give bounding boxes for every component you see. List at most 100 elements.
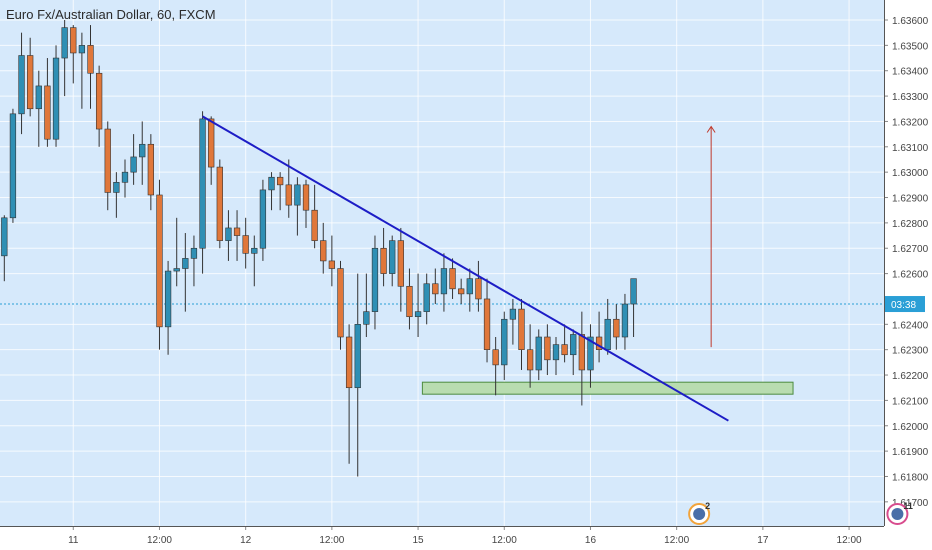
candle: [27, 37, 34, 117]
candle: [164, 260, 172, 355]
candle: [509, 298, 517, 345]
y-tick-label: 1.62100: [892, 396, 929, 407]
candle-body: [35, 85, 42, 110]
candle: [389, 235, 396, 287]
candle-body: [113, 182, 120, 193]
candle-body: [371, 247, 379, 312]
candle: [277, 172, 284, 211]
y-tick-label: 1.62900: [892, 194, 929, 205]
candle-body: [87, 45, 94, 74]
candle-body: [173, 268, 180, 272]
x-tick-label: 17: [757, 535, 769, 546]
event-marker-icon: [693, 508, 706, 520]
candle-body: [320, 240, 327, 262]
event-marker: 2: [688, 501, 710, 525]
y-tick-label: 1.62300: [892, 346, 929, 357]
candle: [259, 179, 267, 261]
candle-body: [561, 344, 568, 356]
candle: [354, 273, 361, 477]
candle: [311, 184, 318, 249]
candle-body: [621, 303, 629, 338]
candle-body: [630, 278, 637, 305]
candle: [526, 324, 534, 388]
candle-body: [156, 194, 163, 328]
candle-body: [78, 45, 86, 54]
candle: [501, 311, 508, 381]
candle-body: [104, 128, 111, 193]
candle-body: [509, 308, 517, 320]
candle-body: [233, 227, 241, 236]
candle: [587, 324, 594, 388]
candle-body: [363, 311, 370, 325]
candle-body: [552, 344, 560, 361]
chart-title: Euro Fx/Australian Dollar, 60, FXCM: [6, 7, 216, 22]
candle-body: [294, 184, 301, 206]
candle: [87, 25, 94, 109]
candle: [156, 179, 163, 350]
candle: [147, 134, 154, 211]
x-tick-label: 16: [585, 535, 597, 546]
candle-body: [449, 268, 456, 290]
candle-body: [164, 270, 172, 328]
candle: [466, 268, 473, 312]
x-axis-panel: [0, 526, 884, 550]
support-zone: [421, 381, 794, 395]
candle: [104, 121, 111, 211]
candle-body: [1, 217, 8, 257]
event-marker-count: 2: [705, 501, 710, 511]
candle: [35, 70, 42, 147]
candle-body: [458, 288, 465, 295]
countdown-label: 03:38: [891, 300, 916, 311]
candle: [225, 210, 232, 261]
candle-body: [440, 268, 448, 295]
y-tick-label: 1.62200: [892, 371, 929, 382]
candle: [251, 235, 258, 287]
candle: [380, 227, 387, 287]
candle-body: [139, 143, 146, 158]
candle-body: [406, 285, 413, 318]
candle-body: [18, 55, 25, 115]
candle: [345, 324, 353, 464]
candle-body: [475, 278, 482, 300]
x-tick-label: 12:00: [147, 535, 172, 546]
x-tick-label: 11: [68, 535, 79, 546]
candle-body: [354, 324, 361, 389]
candle: [363, 273, 370, 337]
candle: [337, 260, 344, 350]
candle-body: [147, 143, 154, 196]
candle-body: [389, 240, 396, 274]
candle-body: [466, 278, 473, 295]
candle-body: [414, 311, 422, 318]
candle-body: [345, 336, 353, 389]
candle-body: [328, 260, 336, 269]
candle-body: [526, 349, 534, 371]
candle-body: [544, 336, 551, 361]
candle: [18, 32, 25, 135]
candle: [414, 273, 422, 337]
candle-body: [311, 209, 318, 241]
candle: [268, 172, 275, 211]
y-tick-label: 1.63500: [892, 41, 929, 52]
y-tick-label: 1.62000: [892, 422, 929, 433]
candle-body: [613, 318, 620, 338]
candle: [578, 311, 585, 406]
candle: [630, 278, 637, 337]
candle: [458, 278, 465, 305]
candle: [78, 32, 86, 109]
candle-body: [578, 334, 585, 371]
candle: [406, 268, 413, 330]
candle-body: [225, 227, 232, 241]
x-tick-label: 15: [413, 535, 425, 546]
candle-body: [190, 247, 198, 259]
candle: [320, 222, 327, 274]
y-tick-label: 1.62700: [892, 244, 929, 255]
candle: [483, 278, 491, 363]
candle-body: [518, 308, 525, 350]
y-axis-panel: [884, 0, 932, 550]
y-tick-label: 1.61900: [892, 447, 929, 458]
candle-body: [380, 247, 387, 274]
candle: [492, 337, 499, 396]
candle: [535, 329, 542, 381]
